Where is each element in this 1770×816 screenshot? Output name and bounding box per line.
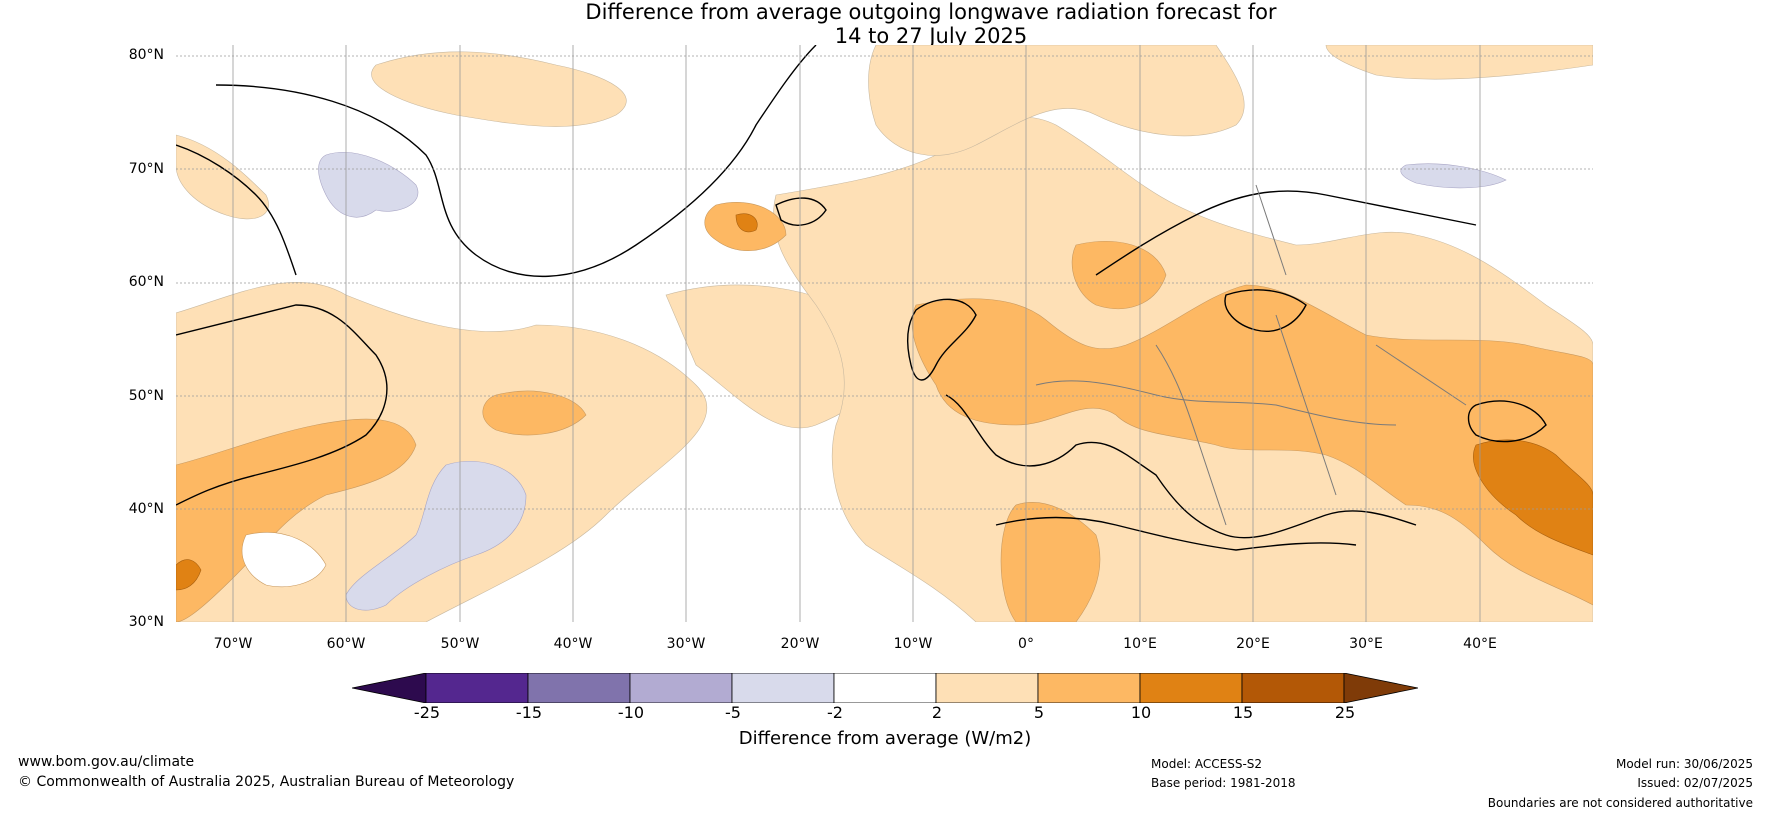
lon-label-30w: 30°W [666, 636, 706, 652]
lat-label-60n: 60°N [128, 274, 164, 290]
lon-label-30e: 30°E [1349, 636, 1383, 652]
lon-label-60w: 60°W [326, 636, 366, 652]
lon-label-10w: 10°W [893, 636, 933, 652]
colorbar-swatch-neg10-neg5 [629, 673, 733, 703]
model-name: Model: ACCESS-S2 [1151, 757, 1263, 771]
lat-label-30n: 30°N [128, 614, 164, 630]
map-title: Difference from average outgoing longwav… [0, 0, 1770, 48]
lon-label-0: 0° [1018, 636, 1034, 652]
copyright-text: © Commonwealth of Australia 2025, Austra… [18, 774, 515, 790]
colorbar-swatch-15-25 [1241, 673, 1345, 703]
lat-label-50n: 50°N [128, 388, 164, 404]
anomaly-10-15-regions [176, 213, 1593, 591]
colorbar-swatch-10-15 [1139, 673, 1243, 703]
lon-label-50w: 50°W [440, 636, 480, 652]
lon-label-20e: 20°E [1236, 636, 1270, 652]
colorbar-swatch-neg5-neg2 [731, 673, 835, 703]
colorbar-swatch-neg25-neg15 [425, 673, 529, 703]
title-line-1: Difference from average outgoing longwav… [585, 0, 1277, 24]
lat-label-80n: 80°N [128, 47, 164, 63]
base-period: Base period: 1981-2018 [1151, 776, 1296, 790]
website-link[interactable]: www.bom.gov.au/climate [18, 754, 195, 770]
colorbar-label: Difference from average (W/m2) [738, 728, 1032, 749]
colorbar-swatch-neg15-neg10 [527, 673, 631, 703]
lon-label-70w: 70°W [213, 636, 253, 652]
colorbar [352, 673, 1418, 703]
lon-label-20w: 20°W [780, 636, 820, 652]
boundaries-disclaimer: Boundaries are not considered authoritat… [1487, 796, 1753, 810]
colorbar-extend-high [1343, 673, 1418, 703]
map-canvas [176, 45, 1593, 622]
colorbar-tick-neg2: -2 [827, 703, 843, 722]
colorbar-tick-neg25: -25 [413, 703, 441, 722]
lon-label-10e: 10°E [1123, 636, 1157, 652]
title-line-2: 14 to 27 July 2025 [834, 24, 1028, 48]
colorbar-swatch-2-5 [935, 673, 1039, 703]
lat-label-70n: 70°N [128, 161, 164, 177]
colorbar-tick-15: 15 [1232, 703, 1254, 722]
colorbar-swatch-5-10 [1037, 673, 1141, 703]
colorbar-swatch-neg2-2 [833, 673, 937, 703]
colorbar-tick-neg5: -5 [725, 703, 741, 722]
anomaly-neg5-neg2-regions [318, 152, 1507, 611]
colorbar-tick-10: 10 [1130, 703, 1152, 722]
colorbar-tick-neg15: -15 [515, 703, 543, 722]
country-borders [1035, 184, 1467, 526]
issued-date: Issued: 02/07/2025 [1637, 776, 1753, 790]
colorbar-tick-5: 5 [1033, 703, 1045, 722]
graticule [176, 45, 1593, 622]
lat-label-40n: 40°N [128, 501, 164, 517]
lon-label-40e: 40°E [1463, 636, 1497, 652]
colorbar-tick-2: 2 [931, 703, 943, 722]
lon-label-40w: 40°W [553, 636, 593, 652]
colorbar-tick-neg10: -10 [617, 703, 645, 722]
coastlines [176, 45, 1547, 551]
colorbar-extend-low [352, 673, 427, 703]
olr-anomaly-map [176, 45, 1593, 622]
model-run-date: Model run: 30/06/2025 [1615, 757, 1753, 771]
colorbar-tick-25: 25 [1334, 703, 1356, 722]
